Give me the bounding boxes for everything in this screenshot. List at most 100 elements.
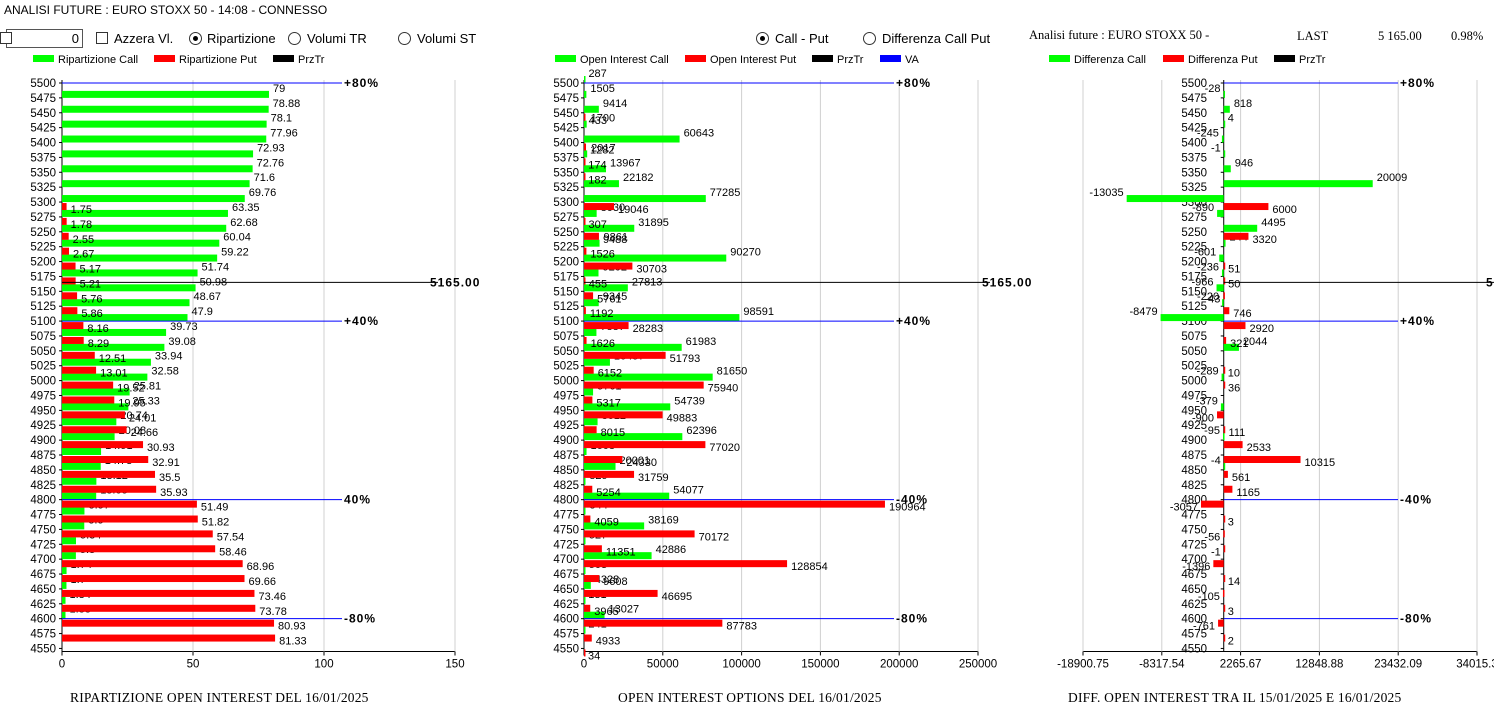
value-label-3-put-4725: -1 <box>1211 546 1221 558</box>
chart2-caption: OPEN INTEREST OPTIONS DEL 16/01/2025 <box>618 690 882 705</box>
counter-spinner[interactable] <box>0 32 12 44</box>
bar-1-call-4875 <box>62 448 102 455</box>
differenza-call-put-radio[interactable] <box>863 32 876 45</box>
value-label-3-call-5175: -236 <box>1197 261 1219 273</box>
bar-3-put-5000 <box>1223 381 1226 389</box>
bar-3-call-5125 <box>1222 299 1224 307</box>
value-label-2-call-5475: 1505 <box>590 83 614 95</box>
call-put-radio[interactable] <box>756 32 769 45</box>
strike-label-2-5225: 5225 <box>553 242 579 254</box>
bar-1-put-5125 <box>62 307 78 315</box>
value-label-2-call-5100: 98591 <box>743 306 774 318</box>
value-label-2-put-5175: 455 <box>589 278 607 290</box>
value-label-2-put-4825: 5254 <box>596 487 620 499</box>
bar-3-call-5000 <box>1221 373 1224 381</box>
bar-2-call-4875 <box>584 448 587 455</box>
bar-3-call-5275 <box>1217 209 1224 217</box>
strike-label-1-4850: 4850 <box>30 465 56 477</box>
bar-3-put-4700 <box>1213 560 1224 568</box>
bar-1-call-5225 <box>62 239 220 247</box>
ripartizione-radio[interactable] <box>189 32 202 45</box>
bar-2-put-5025 <box>584 366 594 374</box>
strike-label-2-5000: 5000 <box>553 376 579 388</box>
value-label-3-put-4600: -761 <box>1193 621 1215 633</box>
bar-2-call-4725 <box>584 537 586 545</box>
value-label-1-put-4600: 80.93 <box>278 621 306 633</box>
x-tick-label-3-3: 12848.88 <box>1295 658 1343 670</box>
value-label-3-call-5475: -28 <box>1205 83 1221 95</box>
ref-label-1-1: 5165.00 <box>430 275 480 289</box>
bar-1-put-5100 <box>62 322 84 330</box>
strike-label-3-5075: 5075 <box>1181 331 1207 343</box>
value-label-2-put-5125: 1192 <box>590 308 614 320</box>
value-label-2-call-4850: 20001 <box>620 455 651 467</box>
value-label-3-put-4950: -900 <box>1192 412 1214 424</box>
bar-3-put-4950 <box>1217 411 1224 419</box>
bar-2-put-4600 <box>584 619 723 627</box>
value-label-2-call-4800: 54077 <box>673 485 704 497</box>
strike-label-3-4750: 4750 <box>1181 524 1207 536</box>
legend-swatch-1-0 <box>33 55 54 62</box>
value-label-2-put-5050: 51793 <box>670 353 701 365</box>
bar-1-call-5400 <box>62 135 267 143</box>
bar-2-put-4975 <box>584 396 593 404</box>
value-label-1-call-5425: 78.1 <box>271 113 292 125</box>
value-label-1-put-5075: 8.29 <box>88 338 109 350</box>
value-label-2-put-4575: 4933 <box>596 636 620 648</box>
bar-3-put-5075 <box>1223 336 1227 344</box>
bar-2-call-5425 <box>584 120 587 128</box>
bar-3-put-5125 <box>1223 307 1230 315</box>
bar-2-put-5375 <box>584 158 586 166</box>
volumi-tr-radio[interactable] <box>288 32 301 45</box>
ref-label-1-2: +40% <box>344 314 379 328</box>
x-tick-label-2-2: 100000 <box>722 658 760 670</box>
strike-label-3-4575: 4575 <box>1181 629 1207 641</box>
value-label-1-put-4975: 19.95 <box>118 397 146 409</box>
bar-2-put-5000 <box>584 381 704 389</box>
value-label-3-put-4625: 3 <box>1228 606 1234 618</box>
strike-label-3-5475: 5475 <box>1181 93 1207 105</box>
bar-1-call-4750 <box>62 522 85 530</box>
strike-label-3-5425: 5425 <box>1181 123 1207 135</box>
strike-label-2-4650: 4650 <box>553 584 579 596</box>
value-label-2-put-5275: 307 <box>588 219 606 231</box>
bar-3-put-5250 <box>1223 232 1249 240</box>
strike-label-1-4925: 4925 <box>30 420 56 432</box>
strike-label-2-5050: 5050 <box>553 346 579 358</box>
bar-1-call-5475 <box>62 90 269 98</box>
change-percent: 0.98% <box>1451 29 1484 43</box>
volumi-st-radio[interactable] <box>398 32 411 45</box>
azzera-checkbox[interactable] <box>96 32 108 44</box>
bar-1-call-4925 <box>62 418 117 426</box>
strike-label-2-5250: 5250 <box>553 227 579 239</box>
strike-label-2-4675: 4675 <box>553 569 579 581</box>
chart1-caption: RIPARTIZIONE OPEN INTEREST DEL 16/01/202… <box>70 690 369 705</box>
bar-3-put-5200 <box>1223 262 1226 270</box>
value-label-1-put-5000: 19.52 <box>117 383 145 395</box>
bar-2-call-4850 <box>584 462 616 470</box>
value-label-3-put-5125: 746 <box>1233 308 1251 320</box>
bar-2-put-5250 <box>584 232 599 240</box>
differenza-call-put-label: Differenza Call Put <box>882 31 991 46</box>
bar-1-put-5025 <box>62 366 97 374</box>
volumi-st-label: Volumi ST <box>417 31 477 46</box>
value-label-1-put-5150: 5.76 <box>81 293 102 305</box>
bar-2-call-4675 <box>584 567 586 575</box>
strike-label-3-4600: 4600 <box>1181 614 1207 626</box>
bar-3-call-5150 <box>1216 284 1224 292</box>
strike-label-2-4750: 4750 <box>553 524 579 536</box>
strike-label-3-4925: 4925 <box>1181 420 1207 432</box>
value-label-2-call-5125: 9345 <box>603 291 627 303</box>
ref-label-3-0: +80% <box>1400 76 1435 90</box>
bar-2-put-5150 <box>584 292 594 300</box>
bar-1-put-5300 <box>62 203 67 211</box>
ref-label-3-1: 5165.00 <box>1486 275 1494 289</box>
strike-label-1-5425: 5425 <box>30 123 56 135</box>
strike-label-3-5350: 5350 <box>1181 167 1207 179</box>
strike-label-1-4675: 4675 <box>30 569 56 581</box>
value-label-3-call-4850: -4 <box>1211 455 1221 467</box>
strike-label-3-4625: 4625 <box>1181 599 1207 611</box>
strike-label-3-4725: 4725 <box>1181 539 1207 551</box>
value-label-1-call-5350: 72.76 <box>257 157 285 169</box>
